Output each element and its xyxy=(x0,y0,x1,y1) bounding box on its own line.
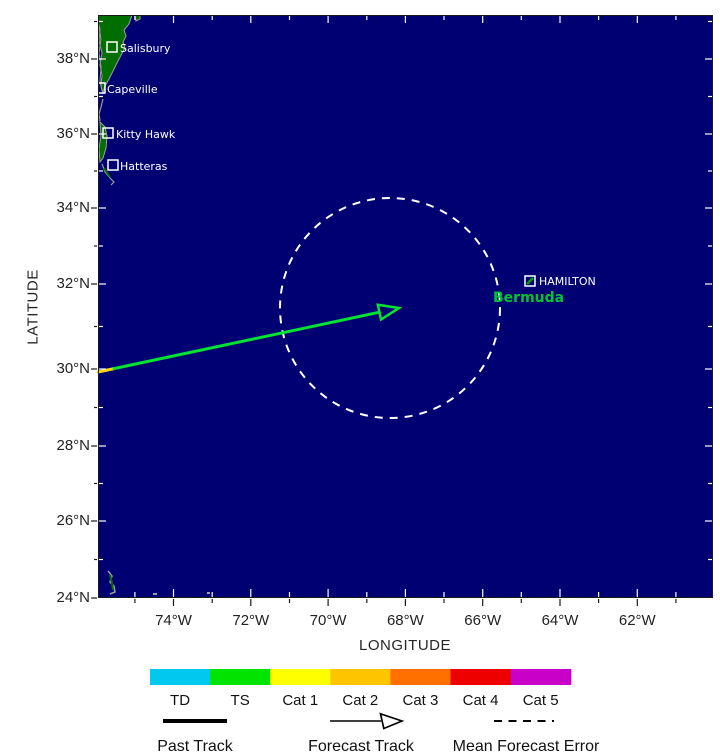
mean-forecast-error-circle xyxy=(279,197,501,419)
category-color-bar xyxy=(150,669,572,685)
city-label-hatteras: Hatteras xyxy=(120,160,168,173)
y-tick-label: 28°N xyxy=(56,437,90,454)
city-marker-hamilton xyxy=(524,275,536,287)
x-axis-title: LONGITUDE xyxy=(358,637,452,654)
legend-category-label-td: TD xyxy=(170,692,191,709)
city-marker-salisbury xyxy=(106,41,118,53)
y-tick-label: 32°N xyxy=(56,275,90,292)
city-label-kitty-hawk: Kitty Hawk xyxy=(116,128,176,141)
x-tick-label: 66°W xyxy=(464,612,502,629)
legend-swatch-cat-3 xyxy=(390,669,452,685)
legend-label-forecast-track: Forecast Track xyxy=(308,738,414,755)
ocean-background xyxy=(98,15,713,598)
x-tick-label: 64°W xyxy=(541,612,579,629)
x-tick-label: 62°W xyxy=(618,612,656,629)
land-outer-banks xyxy=(98,120,108,164)
land-banks-sliver xyxy=(103,167,111,178)
city-label-capeville: Capeville xyxy=(107,83,158,96)
city-markers xyxy=(94,41,536,287)
y-tick-label: 38°N xyxy=(56,50,90,67)
legend-swatch-cat-1 xyxy=(270,669,331,685)
forecast-track-sample-arrowhead xyxy=(379,712,405,730)
legend-category-label-cat-5: Cat 5 xyxy=(522,692,559,709)
legend-category-label-cat-1: Cat 1 xyxy=(282,692,319,709)
x-tick-label: 70°W xyxy=(309,612,347,629)
y-tick-label: 34°N xyxy=(56,199,90,216)
city-marker-capeville xyxy=(94,82,106,94)
y-tick-label: 26°N xyxy=(56,512,90,529)
forecast-arrowhead xyxy=(376,303,403,322)
city-label-hamilton: HAMILTON xyxy=(539,275,596,288)
city-marker-hatteras xyxy=(107,159,119,171)
track-segment-ts xyxy=(112,310,381,371)
bermuda-region-label: Bermuda xyxy=(493,290,565,306)
legend-category-label-ts: TS xyxy=(230,692,250,709)
legend-category-label-cat-2: Cat 2 xyxy=(342,692,379,709)
coastline-land xyxy=(98,15,210,595)
city-label-salisbury: Salisbury xyxy=(120,42,171,55)
land-delmarva-peninsula xyxy=(98,15,133,95)
legend-swatch-cat-5 xyxy=(510,669,572,685)
legend-label-mean-forecast-error: Mean Forecast Error xyxy=(452,738,600,755)
islet-speck xyxy=(153,593,157,595)
coast-outer-banks-upper xyxy=(98,98,104,122)
city-marker-kitty-hawk xyxy=(102,127,114,139)
forecast-track xyxy=(96,303,403,374)
legend-swatch-cat-2 xyxy=(330,669,391,685)
y-tick-label: 30°N xyxy=(56,360,90,377)
y-tick-label: 36°N xyxy=(56,125,90,142)
outside-ticks xyxy=(91,20,677,606)
map-area xyxy=(94,15,713,598)
track-segment-cat-1 xyxy=(96,367,116,374)
y-axis-title: LATITUDE xyxy=(24,269,42,345)
legend-swatch-ts xyxy=(210,669,271,685)
x-tick-label: 72°W xyxy=(232,612,270,629)
legend-swatch-td xyxy=(150,669,211,685)
x-tick-label: 68°W xyxy=(386,612,424,629)
x-tick-label: 74°W xyxy=(155,612,192,629)
y-tick-label: 24°N xyxy=(56,589,90,606)
hamilton-island-fill xyxy=(526,277,534,285)
legend-swatch-cat-4 xyxy=(450,669,512,685)
legend-category-label-cat-4: Cat 4 xyxy=(462,692,499,709)
legend-category-label-cat-3: Cat 3 xyxy=(402,692,439,709)
land-bahamas-islet xyxy=(109,574,114,591)
land-islet xyxy=(134,15,141,22)
islet-speck xyxy=(207,592,210,594)
map-frame xyxy=(98,15,713,598)
legend-label-past-track: Past Track xyxy=(157,738,233,755)
